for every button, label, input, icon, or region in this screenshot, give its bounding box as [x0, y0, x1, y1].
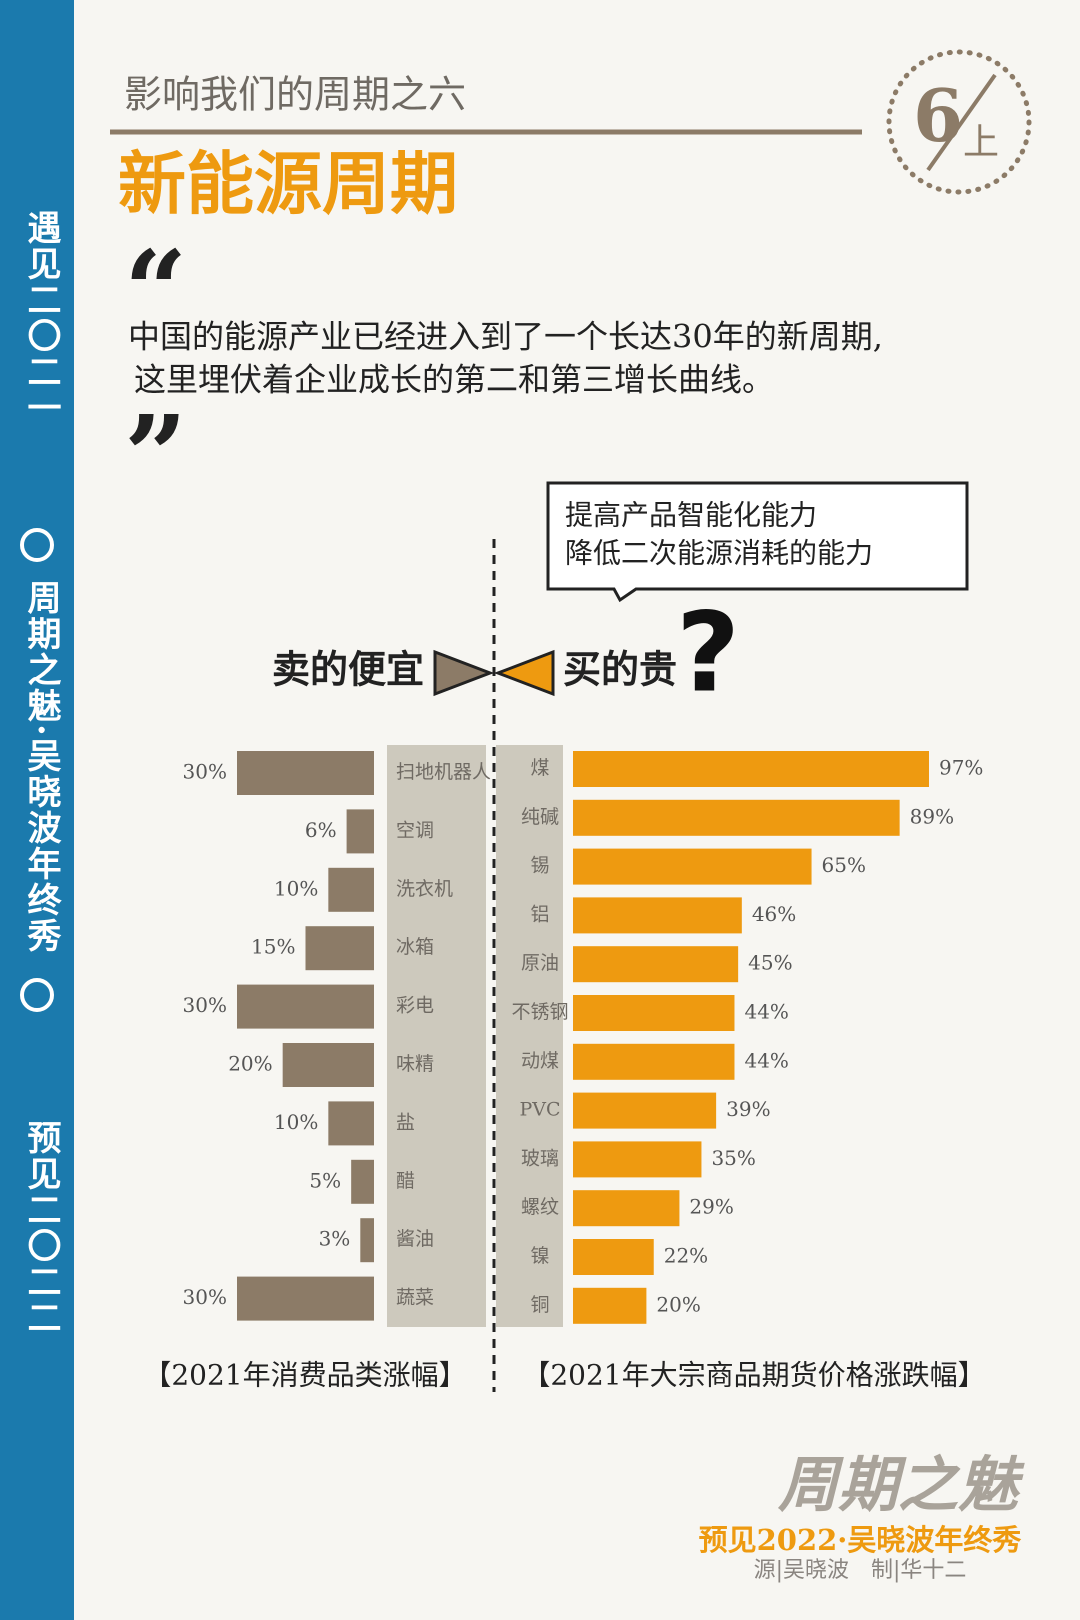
badge-number: 6: [913, 73, 963, 158]
category-label: 味精: [396, 1053, 434, 1075]
bar: [573, 751, 929, 787]
value-label: 30%: [183, 993, 227, 1017]
value-label: 5%: [309, 1168, 341, 1192]
question-mark: ?: [676, 588, 740, 716]
footer-credit: 源|吴晓波 制|华十二: [754, 1558, 967, 1583]
quote-open: “: [124, 226, 187, 355]
value-label: 30%: [183, 1285, 227, 1309]
category-label: 原油: [521, 952, 559, 974]
bar: [573, 897, 742, 934]
category-label: 不锈钢: [511, 1001, 568, 1023]
value-label: 89%: [910, 804, 954, 828]
category-label: 铜: [530, 1294, 549, 1316]
bar: [305, 926, 374, 971]
label-right: 买的贵: [563, 647, 677, 692]
value-label: 45%: [748, 951, 792, 975]
callout-box: [546, 481, 969, 603]
category-label: PVC: [519, 1099, 560, 1121]
value-label: 29%: [689, 1195, 733, 1219]
chart-title: 【2021年大宗商品期货价格涨跌幅】: [522, 1359, 985, 1392]
category-label: 冰箱: [396, 936, 434, 958]
badge-slash: [926, 73, 997, 172]
value-label: 97%: [939, 756, 983, 780]
callout-line: 提高产品智能化能力: [565, 499, 817, 532]
bar: [573, 1141, 702, 1178]
bar: [351, 1159, 374, 1204]
bar: [282, 1043, 374, 1087]
callout-line: 降低二次能源消耗的能力: [565, 537, 873, 570]
ring: [20, 978, 54, 1012]
subtitle: 影响我们的周期之六: [124, 73, 466, 117]
category-label: 镍: [530, 1245, 549, 1267]
bar: [573, 1239, 654, 1275]
quote-close: ”: [124, 391, 187, 520]
category-label: 彩电: [396, 995, 434, 1017]
value-label: 22%: [664, 1244, 708, 1268]
chart-title: 【2021年消费品类涨幅】: [143, 1359, 466, 1392]
category-label: 洗衣机: [396, 878, 453, 900]
ring: [20, 528, 54, 562]
value-label: 10%: [274, 876, 318, 900]
badge-ring: [886, 49, 1032, 195]
bar: [573, 995, 735, 1031]
category-label: 煤: [530, 757, 549, 779]
quote-line: 中国的能源产业已经进入到了一个长达30年的新周期,: [128, 318, 883, 356]
category-label: 锡: [530, 855, 549, 877]
category-label: 动煤: [521, 1050, 559, 1072]
bar: [328, 867, 374, 912]
bar: [346, 809, 374, 854]
value-label: 44%: [744, 1000, 788, 1024]
value-label: 3%: [319, 1227, 351, 1251]
sidebar-top: 遇见二〇二一: [21, 210, 61, 426]
category-label: 盐: [396, 1111, 415, 1133]
value-label: 10%: [274, 1110, 318, 1134]
bar: [237, 1276, 374, 1321]
bar: [573, 1190, 680, 1227]
sidebar-bottom: 预见二〇二二: [21, 1120, 61, 1336]
bar: [328, 1101, 374, 1146]
value-label: 20%: [228, 1052, 272, 1076]
value-label: 20%: [656, 1292, 700, 1316]
bar: [237, 984, 374, 1029]
badge-text: 上: [963, 122, 999, 163]
footer-event: 预见2022·吴晓波年终秀: [699, 1523, 1022, 1557]
value-label: 35%: [711, 1146, 755, 1170]
value-label: 15%: [251, 935, 295, 959]
sidebar: 遇见二〇二一 周期之魅·吴晓波年终秀 预见二〇二二: [0, 0, 74, 1620]
value-label: 44%: [744, 1048, 788, 1072]
category-label: 玻璃: [521, 1147, 559, 1169]
value-label: 39%: [726, 1097, 770, 1121]
bar: [573, 1043, 735, 1080]
bar: [573, 799, 900, 836]
quote-line: 这里埋伏着企业成长的第二和第三增长曲线。: [134, 361, 774, 399]
bar: [573, 848, 812, 885]
value-label: 6%: [305, 818, 337, 842]
sidebar-middle: 周期之魅·吴晓波年终秀: [21, 580, 61, 954]
footer-logo: 周期之魅: [777, 1451, 1025, 1521]
label-left: 卖的便宜: [272, 647, 424, 692]
bar: [573, 1287, 647, 1324]
triangle-left: [433, 649, 495, 697]
bar: [237, 751, 374, 795]
value-label: 30%: [183, 760, 227, 784]
category-label: 纯碱: [521, 806, 559, 828]
category-label: 酱油: [396, 1228, 434, 1250]
category-label: 醋: [396, 1170, 415, 1192]
category-label: 螺纹: [521, 1196, 559, 1218]
category-label: 空调: [396, 819, 434, 841]
bar: [360, 1218, 374, 1263]
category-label: 蔬菜: [396, 1287, 434, 1309]
value-label: 46%: [752, 902, 796, 926]
bar: [573, 1092, 717, 1129]
bar: [573, 946, 739, 983]
value-label: 65%: [822, 853, 866, 877]
title: 新能源周期: [118, 145, 458, 225]
triangle-right: [493, 649, 555, 697]
category-label: 扫地机器人: [396, 761, 491, 783]
category-label: 铝: [530, 903, 549, 925]
category-column: [387, 745, 486, 1327]
category-column: [496, 745, 563, 1327]
